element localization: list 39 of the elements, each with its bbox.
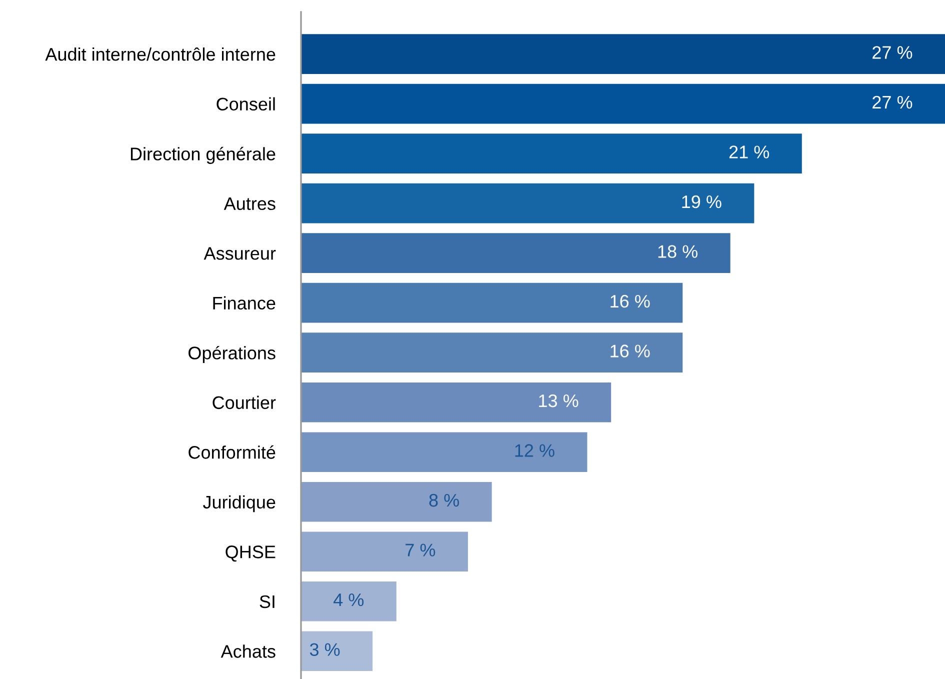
data-label: 19 % (682, 195, 722, 208)
data-label: 16 % (610, 294, 650, 308)
bar (301, 84, 945, 124)
data-label: 13 % (539, 394, 578, 408)
data-label: 16 % (610, 344, 650, 358)
data-label: 7 % (406, 544, 436, 556)
data-label: 3 % (310, 643, 340, 656)
y-tick-label: Assureur (204, 247, 276, 260)
y-tick-label: Opérations (188, 346, 276, 363)
y-tick-label: SI (260, 595, 274, 608)
y-tick-label: Finance (213, 296, 276, 310)
data-label: 27 % (872, 96, 912, 109)
bar (301, 382, 612, 422)
bar (301, 233, 730, 273)
bar (301, 532, 468, 572)
y-tick-label: Direction générale (130, 146, 276, 164)
bar (301, 282, 683, 323)
bar (301, 432, 588, 472)
data-label: 8 % (429, 494, 459, 507)
data-label: 18 % (658, 245, 698, 258)
y-tick-label: Courtier (212, 396, 276, 410)
y-tick-label: Conseil (216, 97, 275, 111)
data-label: 21 % (729, 146, 770, 158)
data-label: 4 % (334, 594, 364, 606)
bar (301, 34, 945, 74)
y-tick-label: Autres (224, 197, 276, 210)
bar (301, 631, 373, 672)
y-tick-label: QHSE (226, 546, 276, 562)
y-tick-label: Achats (220, 644, 276, 658)
bar (301, 332, 683, 372)
data-label: 27 % (872, 46, 912, 59)
y-tick-label: Audit interne/contrôle interne (45, 47, 276, 61)
bar (301, 482, 492, 522)
bar (301, 134, 802, 174)
y-tick-label: Conformité (188, 445, 276, 459)
data-label: 12 % (515, 444, 554, 457)
bar (301, 183, 754, 224)
bar (301, 581, 396, 622)
y-tick-label: Juridique (203, 495, 276, 512)
